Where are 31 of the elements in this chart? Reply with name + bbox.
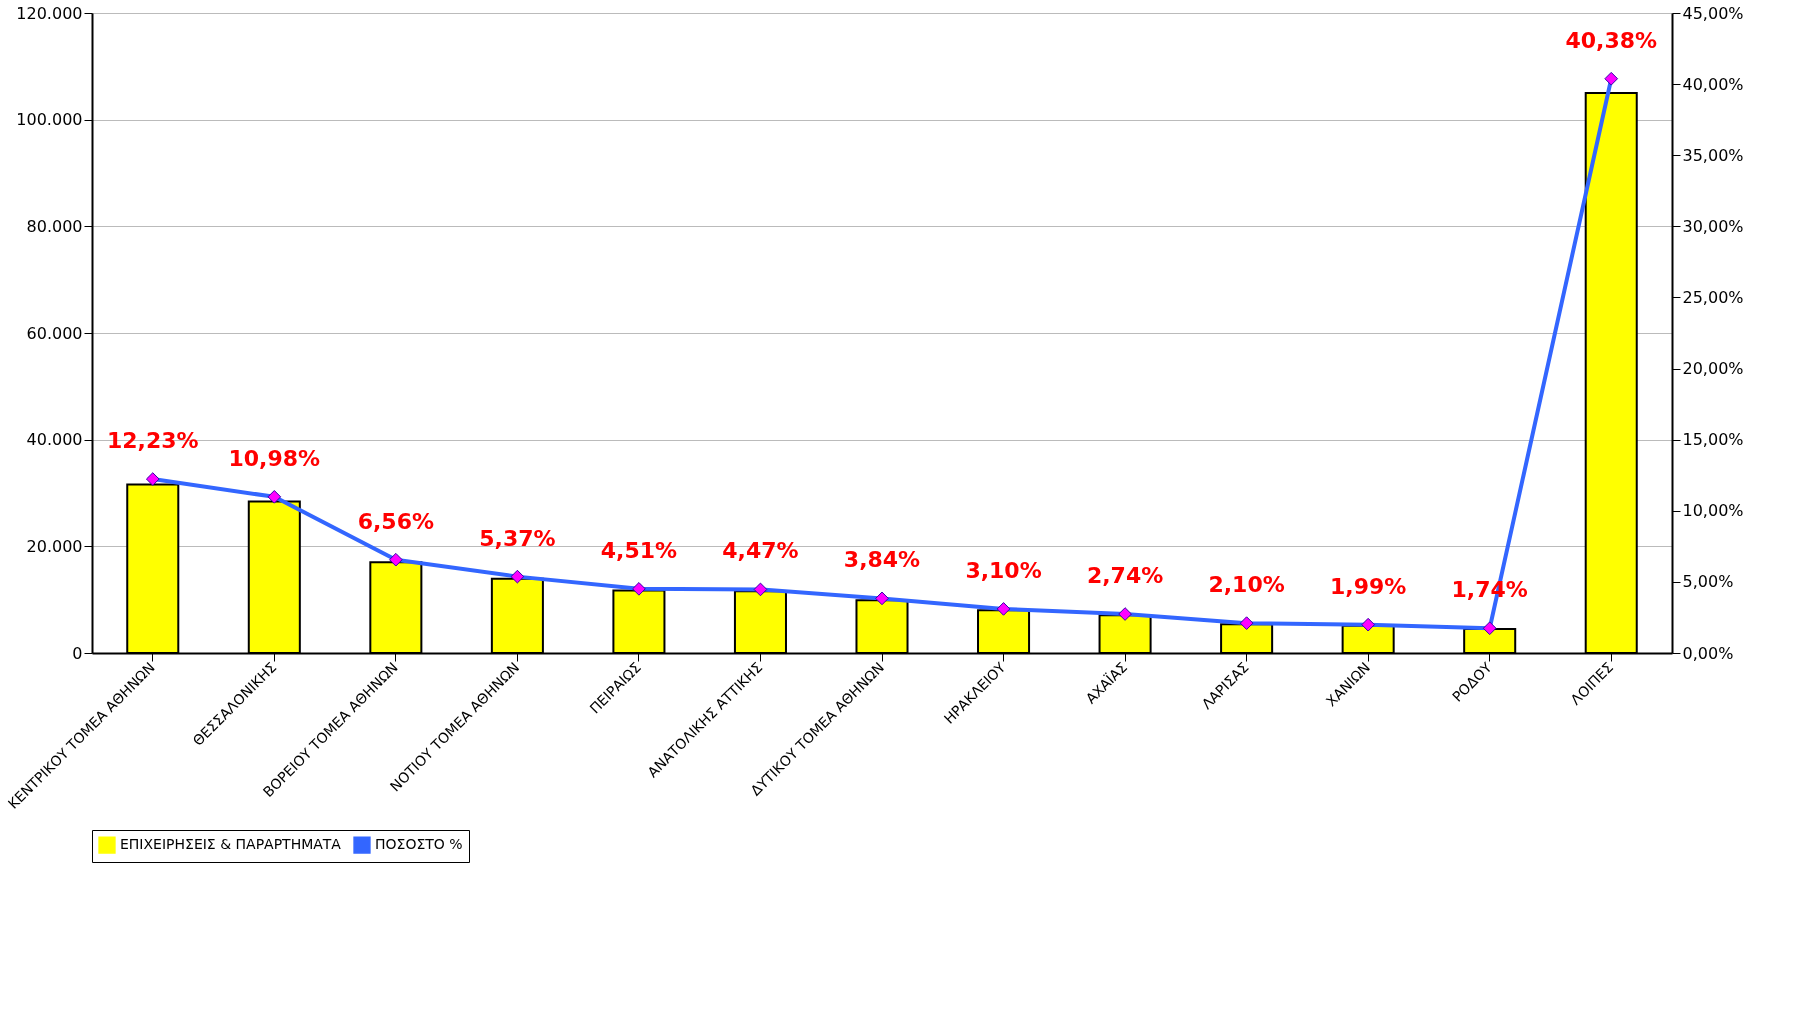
legend-label: ΠΟΣΟΣΤΟ % [375,836,463,853]
data-label: 10,98% [228,445,321,471]
data-label: 3,84% [843,547,921,573]
y2-tick-label: 45,00% [1682,3,1744,23]
y-tick-label: 40.000 [26,430,83,450]
y-tick-label: 80.000 [26,216,83,236]
y-tick-label: 100.000 [16,110,83,130]
y2-tick-label: 30,00% [1682,216,1744,236]
data-label: 4,47% [722,538,799,564]
y2-tick-label: 20,00% [1682,359,1744,379]
data-label: 2,74% [1086,563,1164,589]
data-label: 40,38% [1565,27,1658,53]
data-label: 5,37% [479,525,556,551]
data-label: 6,56% [357,508,435,534]
y2-tick-label: 35,00% [1682,145,1744,165]
data-label: 12,23% [106,428,199,454]
data-label: 2,10% [1208,572,1285,598]
y2-tick-label: 15,00% [1682,430,1744,450]
y-tick-label: 120.000 [16,3,83,23]
y2-tick-label: 5,00% [1682,572,1734,592]
y2-tick-label: 10,00% [1682,501,1744,521]
y2-tick-label: 0,00% [1682,643,1734,663]
data-label: 1,99% [1329,573,1407,599]
legend-label: ΕΠΙΧΕΙΡΗΣΕΙΣ & ΠΑΡΑΡΤΗΜΑΤΑ [120,836,342,853]
y-tick-label: 0 [72,643,83,663]
data-label: 3,10% [965,557,1042,583]
y-tick-label: 20.000 [26,536,83,556]
y-tick-label: 60.000 [26,323,83,343]
data-label: 4,51% [600,537,678,563]
y2-tick-label: 25,00% [1682,287,1744,307]
y2-tick-label: 40,00% [1682,74,1744,94]
